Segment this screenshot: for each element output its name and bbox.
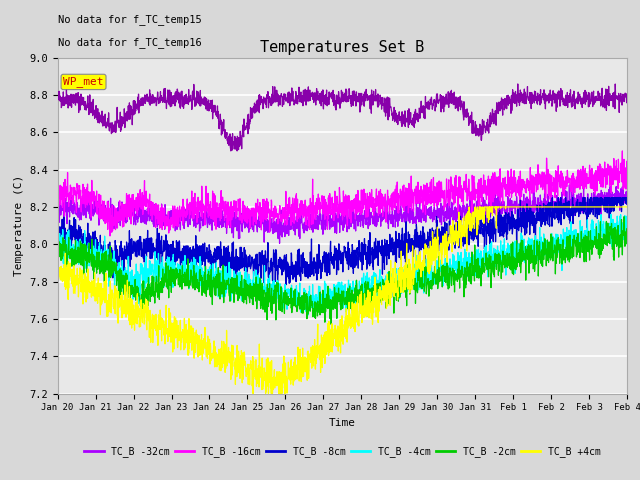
TC_B -4cm <box>331 283 339 288</box>
TC_B -16cm <box>607 177 615 182</box>
TC_B -32cm <box>623 201 631 207</box>
TC_B -2cm <box>327 322 335 327</box>
TC_B -4cm <box>83 252 90 257</box>
TC_B -16cm <box>331 188 339 194</box>
TC_B -2cm <box>331 295 339 300</box>
TC_B -32cm <box>607 196 615 202</box>
TC_B -2cm <box>83 269 90 275</box>
Line: TC_B -4cm: TC_B -4cm <box>58 215 627 315</box>
TC_B -16cm <box>607 163 614 169</box>
Title: Temperatures Set B: Temperatures Set B <box>260 40 424 55</box>
TC_B -8cm <box>83 246 90 252</box>
TC_B -8cm <box>331 249 339 254</box>
TC_B -4cm <box>623 218 631 224</box>
TC_B -16cm <box>83 200 90 205</box>
TC_B -16cm <box>54 194 61 200</box>
Text: No data for f_TC_temp16: No data for f_TC_temp16 <box>58 37 202 48</box>
Line: TC_B -16cm: TC_B -16cm <box>58 151 627 236</box>
TC_B -2cm <box>607 230 614 236</box>
TC_B +4cm <box>607 204 615 210</box>
Line: TC_B -8cm: TC_B -8cm <box>58 198 627 285</box>
TC_B -16cm <box>106 233 114 239</box>
TC_B +4cm <box>331 331 339 337</box>
TC_B -8cm <box>282 282 290 288</box>
TC_B -8cm <box>502 231 510 237</box>
TC_B -8cm <box>54 240 61 246</box>
TC_B -4cm <box>54 241 61 247</box>
TC_B -32cm <box>607 204 615 210</box>
TC_B +4cm <box>465 204 473 210</box>
TC_B -4cm <box>305 312 312 318</box>
TC_B -4cm <box>502 258 510 264</box>
TC_B -4cm <box>316 284 324 289</box>
TC_B -32cm <box>83 199 90 204</box>
TC_B -16cm <box>623 168 631 174</box>
TC_B +4cm <box>316 357 324 362</box>
TC_B -2cm <box>623 239 631 245</box>
X-axis label: Time: Time <box>329 418 356 428</box>
TC_B +4cm <box>607 204 615 210</box>
TC_B -32cm <box>331 230 339 236</box>
TC_B -8cm <box>548 195 556 201</box>
TC_B -4cm <box>607 212 615 217</box>
TC_B -8cm <box>316 259 324 264</box>
TC_B +4cm <box>83 286 90 291</box>
TC_B -4cm <box>607 213 614 219</box>
TC_B -16cm <box>618 148 626 154</box>
TC_B +4cm <box>54 258 61 264</box>
Line: TC_B -32cm: TC_B -32cm <box>58 185 627 243</box>
Legend: TC_B -32cm, TC_B -16cm, TC_B -8cm, TC_B -4cm, TC_B -2cm, TC_B +4cm: TC_B -32cm, TC_B -16cm, TC_B -8cm, TC_B … <box>80 442 605 461</box>
Y-axis label: Temperature (C): Temperature (C) <box>13 175 24 276</box>
Line: TC_B -2cm: TC_B -2cm <box>58 216 627 324</box>
TC_B -2cm <box>54 252 61 258</box>
TC_B +4cm <box>623 204 631 210</box>
TC_B -32cm <box>316 210 324 216</box>
TC_B +4cm <box>503 204 511 210</box>
TC_B -2cm <box>316 304 323 310</box>
TC_B -4cm <box>607 213 615 218</box>
TC_B -8cm <box>623 195 631 201</box>
TC_B -32cm <box>54 209 61 215</box>
TC_B -32cm <box>276 240 284 246</box>
TC_B -16cm <box>316 210 324 216</box>
TC_B -8cm <box>607 209 615 215</box>
Line: TC_B +4cm: TC_B +4cm <box>58 207 627 394</box>
TC_B -2cm <box>620 214 628 219</box>
TC_B -32cm <box>502 216 510 221</box>
TC_B -16cm <box>502 182 510 188</box>
TC_B -2cm <box>502 257 510 263</box>
TC_B -2cm <box>607 230 615 236</box>
Text: No data for f_TC_temp15: No data for f_TC_temp15 <box>58 14 202 25</box>
TC_B -8cm <box>607 195 615 201</box>
Text: WP_met: WP_met <box>63 76 104 87</box>
TC_B +4cm <box>249 391 257 396</box>
TC_B -32cm <box>580 182 588 188</box>
